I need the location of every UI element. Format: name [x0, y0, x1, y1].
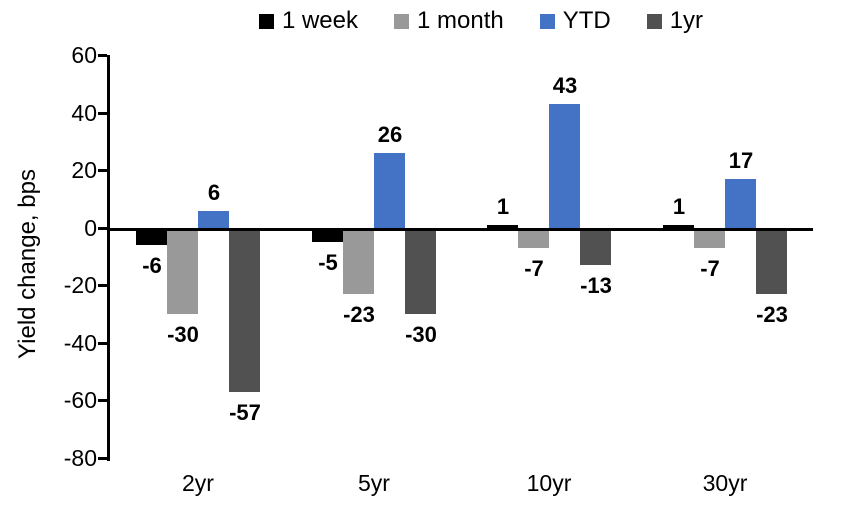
legend-label: 1 week	[281, 7, 358, 34]
bar-value-label: -30	[405, 322, 437, 347]
x-axis-label-2yr: 2yr	[182, 470, 214, 496]
bar-1yr-30yr	[756, 228, 787, 294]
bar-value-label: -6	[142, 253, 162, 278]
bar-ytd-5yr	[374, 153, 405, 228]
bar-value-label: 17	[728, 148, 754, 173]
bar-value-label: -13	[580, 273, 612, 298]
bar-value-label: 26	[377, 122, 403, 147]
legend-swatch-icon	[393, 13, 409, 29]
bar-value-label: 1	[672, 194, 686, 219]
bar-ytd-10yr	[549, 104, 580, 228]
y-axis-tick	[98, 457, 107, 460]
bar-value-label: -7	[700, 256, 720, 281]
bar-1yr-2yr	[229, 228, 260, 392]
y-axis-tick-label: 60	[71, 42, 97, 68]
y-axis-line	[107, 55, 110, 461]
bar-1-month-10yr	[518, 228, 549, 248]
bar-value-label: -23	[756, 302, 788, 327]
legend-swatch-icon	[646, 13, 662, 29]
bar-value-label: -30	[167, 322, 199, 347]
x-axis-label-30yr: 30yr	[702, 470, 748, 496]
y-axis-tick-label: -80	[63, 445, 97, 471]
y-axis-tick	[98, 112, 107, 115]
bar-1-month-2yr	[167, 228, 198, 314]
legend-item-1-week: 1 week	[258, 7, 358, 35]
y-axis-tick-label: 40	[71, 100, 97, 126]
legend-label: 1yr	[669, 7, 704, 34]
bar-1-week-30yr	[663, 225, 694, 228]
legend-swatch-icon	[258, 13, 274, 29]
bar-1-month-5yr	[343, 228, 374, 294]
x-axis-label-5yr: 5yr	[358, 470, 390, 496]
y-axis-tick	[98, 54, 107, 57]
bar-ytd-30yr	[725, 179, 756, 228]
legend-item-1yr: 1yr	[646, 7, 704, 35]
x-axis-label-10yr: 10yr	[526, 470, 572, 496]
bar-1-week-10yr	[487, 225, 518, 228]
bar-value-label: -7	[524, 256, 544, 281]
legend-item-ytd: YTD	[539, 7, 611, 35]
bar-value-label: 1	[496, 194, 510, 219]
chart-legend: 1 week 1 month YTD 1yr	[110, 6, 852, 36]
y-axis-tick	[98, 227, 107, 230]
bar-value-label: -23	[343, 302, 375, 327]
legend-label: 1 month	[416, 7, 504, 34]
y-axis-tick	[98, 342, 107, 345]
y-axis-tick-label: 0	[84, 215, 97, 241]
bar-ytd-2yr	[198, 211, 229, 228]
y-axis-tick-label: -40	[63, 330, 97, 356]
bar-value-label: -5	[318, 250, 338, 275]
zero-baseline	[107, 228, 813, 231]
legend-item-1-month: 1 month	[393, 7, 504, 35]
y-axis-tick	[98, 169, 107, 172]
y-axis-tick	[98, 284, 107, 287]
bar-1yr-5yr	[405, 228, 436, 314]
bar-1-week-2yr	[136, 228, 167, 245]
y-axis-tick-label: 20	[71, 157, 97, 183]
y-axis-tick-label: -60	[63, 387, 97, 413]
bar-value-label: 43	[552, 73, 578, 98]
y-axis-tick-label: -20	[63, 272, 97, 298]
bar-value-label: -57	[229, 400, 261, 425]
bar-1yr-10yr	[580, 228, 611, 265]
legend-swatch-icon	[539, 13, 555, 29]
bar-1-week-5yr	[312, 228, 343, 242]
bar-value-label: 6	[207, 180, 221, 205]
bar-1-month-30yr	[694, 228, 725, 248]
legend-label: YTD	[562, 7, 611, 34]
y-axis-tick	[98, 399, 107, 402]
